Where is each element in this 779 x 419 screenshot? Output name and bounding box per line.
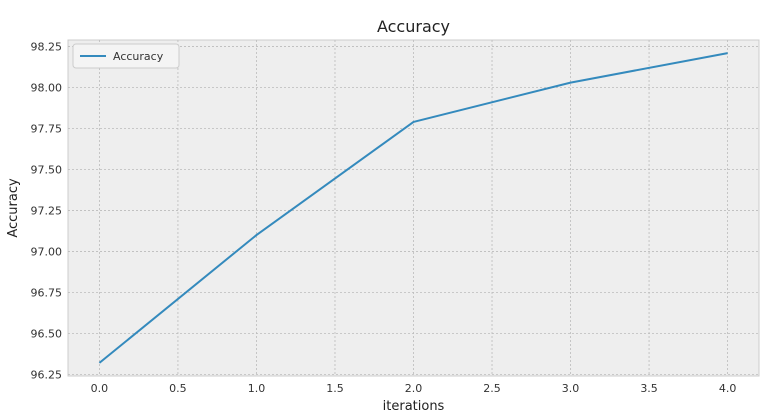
y-tick-label: 97.00 bbox=[31, 245, 63, 258]
x-axis-label: iterations bbox=[383, 399, 445, 414]
x-tick-label: 0.5 bbox=[169, 382, 187, 395]
y-tick-label: 97.75 bbox=[31, 123, 63, 136]
x-tick-label: 0.0 bbox=[91, 382, 109, 395]
y-tick-label: 98.00 bbox=[31, 82, 63, 95]
grid-lines bbox=[68, 40, 759, 376]
legend-entry-accuracy: Accuracy bbox=[113, 50, 164, 63]
series-group bbox=[98, 52, 728, 364]
x-tick-label: 1.5 bbox=[326, 382, 344, 395]
chart-title: Accuracy bbox=[377, 17, 450, 36]
legend: Accuracy bbox=[72, 43, 180, 69]
legend-box bbox=[72, 43, 180, 69]
y-tick-label: 96.50 bbox=[31, 327, 63, 340]
y-tick-label: 96.25 bbox=[31, 368, 63, 381]
x-tick-label: 2.0 bbox=[405, 382, 423, 395]
y-tick-label: 96.75 bbox=[31, 286, 63, 299]
x-tick-label: 4.0 bbox=[719, 382, 737, 395]
y-tick-label: 97.50 bbox=[31, 163, 63, 176]
y-tick-label: 98.25 bbox=[31, 41, 63, 54]
x-tick-label: 3.0 bbox=[562, 382, 580, 395]
y-tick-label: 97.25 bbox=[31, 204, 63, 217]
x-tick-label: 2.5 bbox=[483, 382, 501, 395]
y-axis-ticks: 96.25 96.50 96.75 97.00 97.25 97.50 97.75 98.00… bbox=[31, 41, 63, 382]
x-tick-label: 3.5 bbox=[640, 382, 658, 395]
x-tick-label: 1.0 bbox=[248, 382, 266, 395]
y-axis-label: Accuracy bbox=[6, 178, 21, 238]
x-axis-ticks: 0.0 0.5 1.0 1.5 2.0 2.5 3.0 3.5 4.0 bbox=[91, 382, 737, 395]
